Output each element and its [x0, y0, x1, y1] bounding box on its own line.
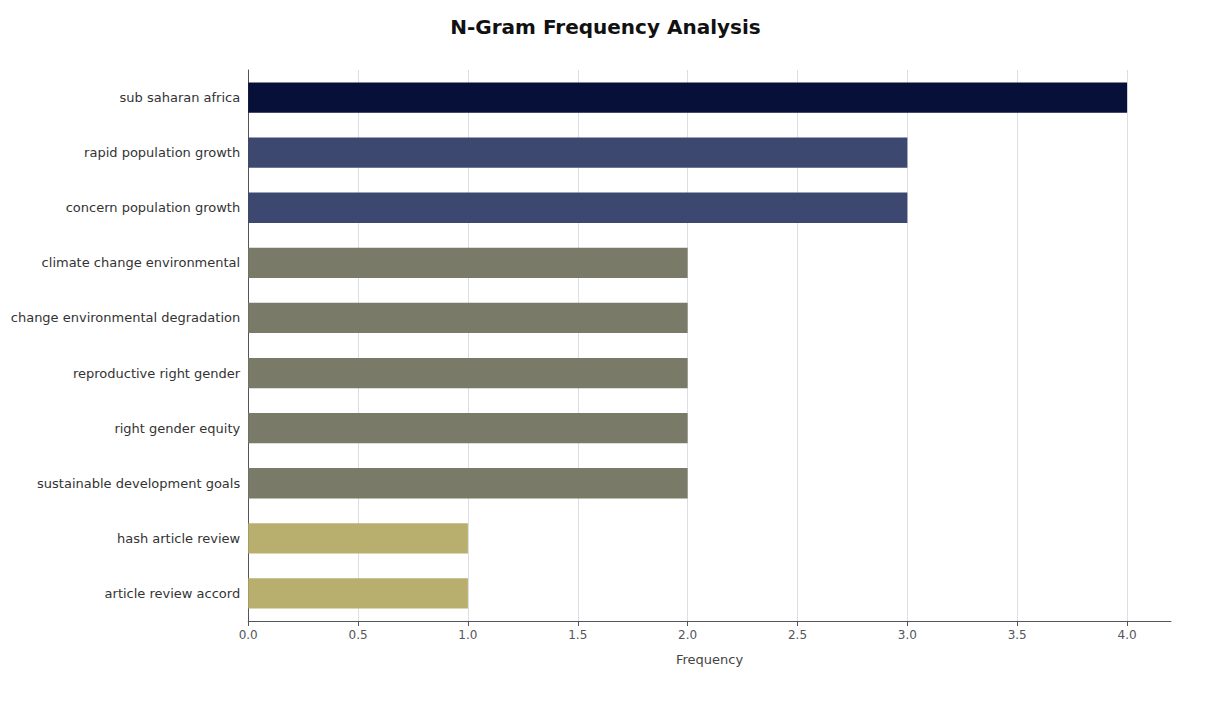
svg-text:4.0: 4.0	[1118, 628, 1137, 642]
svg-text:article review accord: article review accord	[105, 586, 241, 601]
svg-text:3.5: 3.5	[1008, 628, 1027, 642]
svg-text:Frequency: Frequency	[676, 652, 743, 667]
svg-text:N-Gram Frequency Analysis: N-Gram Frequency Analysis	[450, 15, 760, 39]
svg-text:right gender equity: right gender equity	[114, 421, 240, 436]
svg-text:0.5: 0.5	[349, 628, 368, 642]
svg-text:hash article review: hash article review	[117, 531, 241, 546]
svg-text:2.0: 2.0	[678, 628, 697, 642]
svg-text:concern population growth: concern population growth	[66, 200, 241, 215]
svg-text:sub saharan africa: sub saharan africa	[120, 90, 241, 105]
svg-text:climate change environmental: climate change environmental	[42, 255, 241, 270]
svg-text:0.0: 0.0	[239, 628, 258, 642]
svg-text:change environmental degradati: change environmental degradation	[11, 310, 240, 325]
svg-text:3.0: 3.0	[898, 628, 917, 642]
svg-text:2.5: 2.5	[788, 628, 807, 642]
svg-text:1.0: 1.0	[458, 628, 477, 642]
svg-text:rapid population growth: rapid population growth	[84, 145, 240, 160]
svg-text:sustainable development goals: sustainable development goals	[37, 476, 240, 491]
svg-text:1.5: 1.5	[568, 628, 587, 642]
svg-text:reproductive right gender: reproductive right gender	[73, 366, 241, 381]
